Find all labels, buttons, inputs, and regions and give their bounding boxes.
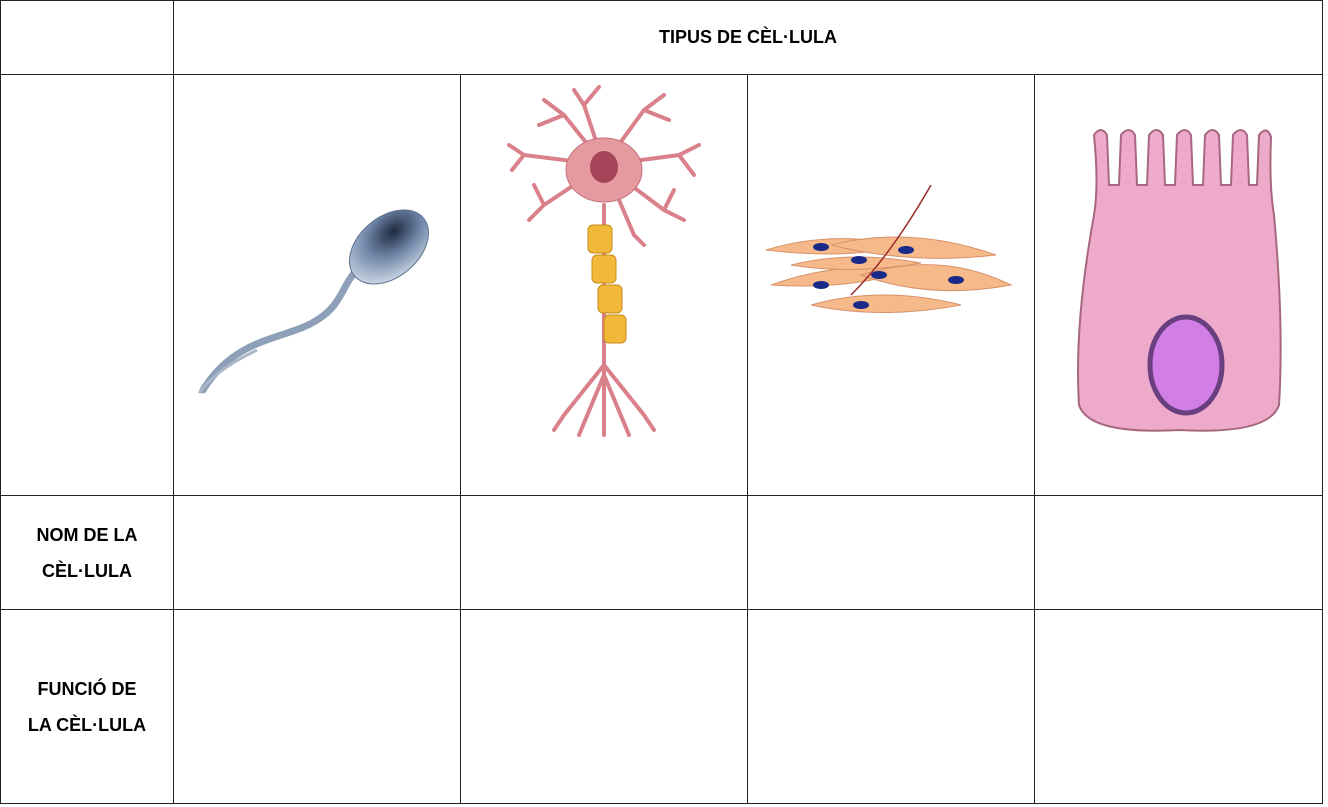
answer-cell[interactable] (747, 609, 1035, 804)
sperm-image (197, 209, 429, 394)
answer-cell[interactable] (1034, 495, 1323, 610)
answer-cell[interactable] (173, 609, 461, 804)
answer-cell[interactable] (747, 495, 1035, 610)
image-cell (1034, 74, 1323, 496)
answer-cell[interactable] (1034, 609, 1323, 804)
label-line: CÈL·LULA (42, 560, 132, 581)
row-label: NOM DE LA CÈL·LULA (0, 495, 174, 610)
neuron-image (507, 85, 701, 437)
row-label: FUNCIÓ DE LA CÈL·LULA (0, 609, 174, 804)
header-cell: TIPUS DE CÈL·LULA (173, 0, 1323, 75)
answer-cell[interactable] (173, 495, 461, 610)
muscle-cells-image (765, 185, 1013, 313)
label-line: FUNCIÓ DE (37, 678, 137, 699)
answer-cell[interactable] (460, 609, 748, 804)
empty-cell (0, 74, 174, 496)
epithelial-cell-image (1076, 129, 1282, 432)
label-line: NOM DE LA (36, 524, 138, 545)
image-cell (173, 74, 461, 496)
image-cell (460, 74, 748, 496)
image-cell (747, 74, 1035, 496)
header-text: TIPUS DE CÈL·LULA (659, 27, 837, 47)
label-line: LA CÈL·LULA (27, 714, 147, 735)
answer-cell[interactable] (460, 495, 748, 610)
corner-cell (0, 0, 174, 75)
